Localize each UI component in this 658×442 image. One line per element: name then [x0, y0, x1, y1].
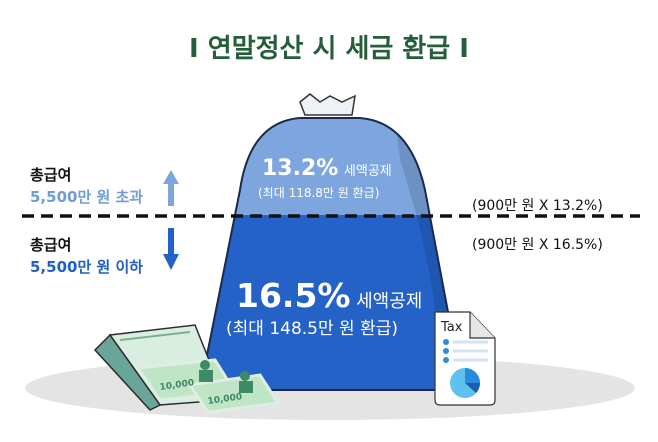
upper-rate: 13.2% — [262, 156, 339, 181]
arrow-down-icon — [163, 228, 179, 270]
svg-text:Tax: Tax — [440, 320, 463, 335]
lower-max-refund: (최대 148.5만 원 환급) — [226, 319, 398, 339]
lower-rate: 16.5% — [236, 276, 351, 315]
lower-deduction: 세액공제 — [356, 291, 423, 312]
lower-rate-line: 16.5% 세액공제 — [236, 276, 422, 315]
banknote-icon: 10,000 10,000 — [135, 358, 281, 414]
svg-text:10,000: 10,000 — [159, 378, 195, 393]
lower-label: 총급여 — [30, 236, 72, 254]
upper-condition: 5,500만 원 초과 — [30, 188, 144, 206]
page-title: I 연말정산 시 세금 환급 I — [189, 34, 469, 64]
upper-formula: (900만 원 X 13.2%) — [472, 198, 603, 214]
bag-tie — [299, 93, 356, 116]
svg-text:10,000: 10,000 — [207, 392, 243, 407]
lower-formula: (900만 원 X 16.5%) — [472, 237, 603, 253]
upper-deduction: 세액공제 — [343, 164, 392, 179]
lower-condition: 5,500만 원 이하 — [30, 258, 144, 276]
upper-rate-line: 13.2% 세액공제 — [262, 156, 392, 181]
arrow-up-icon — [163, 170, 179, 206]
lower-section — [204, 215, 460, 390]
tax-document-icon: Tax — [434, 311, 496, 406]
upper-max-refund: (최대 118.8만 원 환급) — [258, 186, 380, 200]
upper-label: 총급여 — [30, 166, 72, 184]
